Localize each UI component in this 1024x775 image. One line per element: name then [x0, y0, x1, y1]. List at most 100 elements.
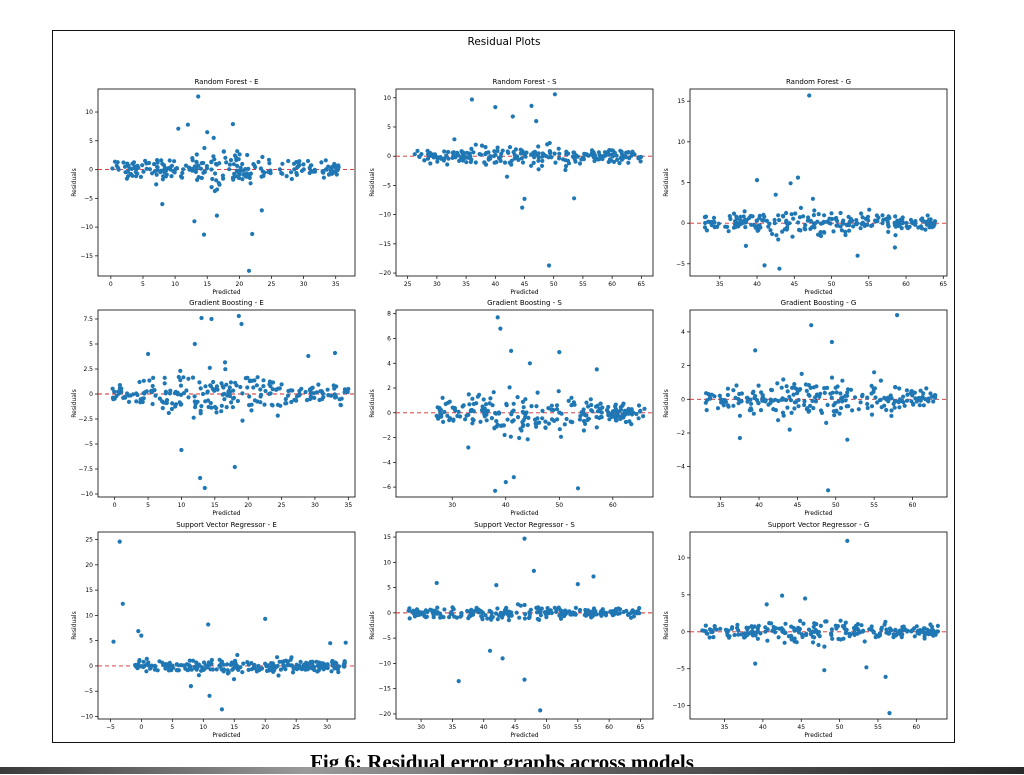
scatter-point [731, 403, 736, 408]
x-tick-label: 55 [874, 724, 882, 731]
scatter-point [261, 384, 266, 389]
scatter-point [204, 164, 209, 169]
scatter-point [796, 625, 801, 631]
scatter-point [789, 212, 794, 217]
scatter-point [261, 173, 266, 178]
scatter-point [543, 425, 548, 430]
scatter-point [502, 160, 508, 165]
scatter-point [902, 403, 907, 408]
scatter-point [738, 218, 743, 223]
scatter-point [428, 161, 433, 166]
x-tick-label: 40 [759, 724, 767, 731]
scatter-point [844, 627, 849, 632]
scatter-point [407, 616, 412, 621]
scatter-point [575, 582, 580, 587]
scatter-point [816, 232, 821, 237]
subplot-title: Random Forest - G [786, 78, 851, 86]
scatter-point [236, 175, 242, 181]
scatter-point [285, 393, 291, 398]
scatter-point [564, 416, 569, 422]
scatter-point [726, 229, 731, 234]
scatter-point [190, 658, 196, 663]
scatter-point [580, 410, 585, 415]
y-tick-label: 0 [89, 167, 93, 174]
scatter-point [469, 146, 474, 151]
scatter-point [610, 613, 615, 618]
scatter-point [471, 150, 476, 155]
scatter-point [446, 149, 451, 155]
y-tick-label: 15 [383, 534, 391, 541]
scatter-point [829, 627, 835, 632]
scatter-point [557, 151, 562, 156]
scatter-point [284, 401, 289, 406]
scatter-point [715, 406, 721, 411]
x-tick-label: 5 [170, 724, 174, 731]
scatter-point [887, 711, 892, 716]
scatter-point [527, 361, 532, 366]
scatter-point [484, 150, 489, 156]
scatter-point [821, 220, 826, 225]
scatter-point [617, 409, 622, 414]
scatter-point [709, 629, 714, 635]
scatter-point [438, 407, 443, 412]
scatter-point [636, 416, 641, 421]
scatter-point [224, 405, 229, 410]
scatter-point [179, 447, 184, 453]
scatter-point [247, 394, 252, 399]
scatter-point [263, 661, 268, 666]
scatter-point [176, 126, 181, 131]
scatter-point [737, 435, 743, 441]
scatter-point [798, 205, 804, 210]
scatter-point [121, 160, 126, 165]
scatter-point [441, 419, 446, 424]
scatter-point [782, 397, 787, 402]
subplot-title: Random Forest - S [492, 78, 557, 86]
scatter-point [496, 156, 502, 161]
scatter-point [731, 211, 737, 216]
scatter-point [843, 631, 848, 636]
scatter-point [809, 323, 814, 328]
scatter-point [124, 176, 129, 181]
scatter-point [509, 412, 514, 417]
scatter-point [205, 390, 210, 395]
scatter-point [875, 400, 880, 405]
scatter-point [812, 208, 817, 213]
scatter-point [712, 225, 717, 230]
scatter-point [884, 407, 889, 413]
scatter-point [908, 217, 914, 223]
scatter-point [843, 398, 848, 403]
scatter-point [538, 708, 543, 713]
scatter-point [282, 659, 287, 664]
scatter-point [414, 607, 420, 612]
scatter-point [800, 634, 805, 640]
scatter-point [481, 397, 486, 402]
scatter-point [244, 174, 249, 179]
x-tick-label: 45 [521, 281, 529, 288]
scatter-point [869, 404, 875, 409]
scatter-point [797, 388, 802, 393]
scatter-point [503, 480, 508, 485]
scatter-point [286, 158, 291, 164]
y-tick-label: 8 [387, 311, 391, 318]
scatter-point [843, 229, 848, 234]
scatter-point [877, 398, 883, 403]
scatter-point [829, 211, 834, 216]
scatter-point [517, 435, 522, 441]
scatter-point [485, 408, 490, 413]
scatter-point [839, 396, 844, 401]
scatter-point [136, 629, 141, 634]
scatter-point [296, 164, 301, 169]
scatter-point [479, 143, 485, 148]
scatter-point [704, 391, 709, 396]
scatter-point [249, 408, 254, 413]
scatter-point [801, 214, 806, 219]
scatter-point [434, 610, 439, 615]
scatter-point [495, 145, 500, 150]
scatter-point [845, 437, 850, 442]
scatter-point [926, 217, 932, 222]
scatter-point [275, 413, 280, 418]
scatter-point [178, 368, 183, 373]
scatter-point [842, 623, 847, 629]
scatter-point [171, 169, 176, 174]
y-axis-label: Residuals [369, 389, 376, 417]
